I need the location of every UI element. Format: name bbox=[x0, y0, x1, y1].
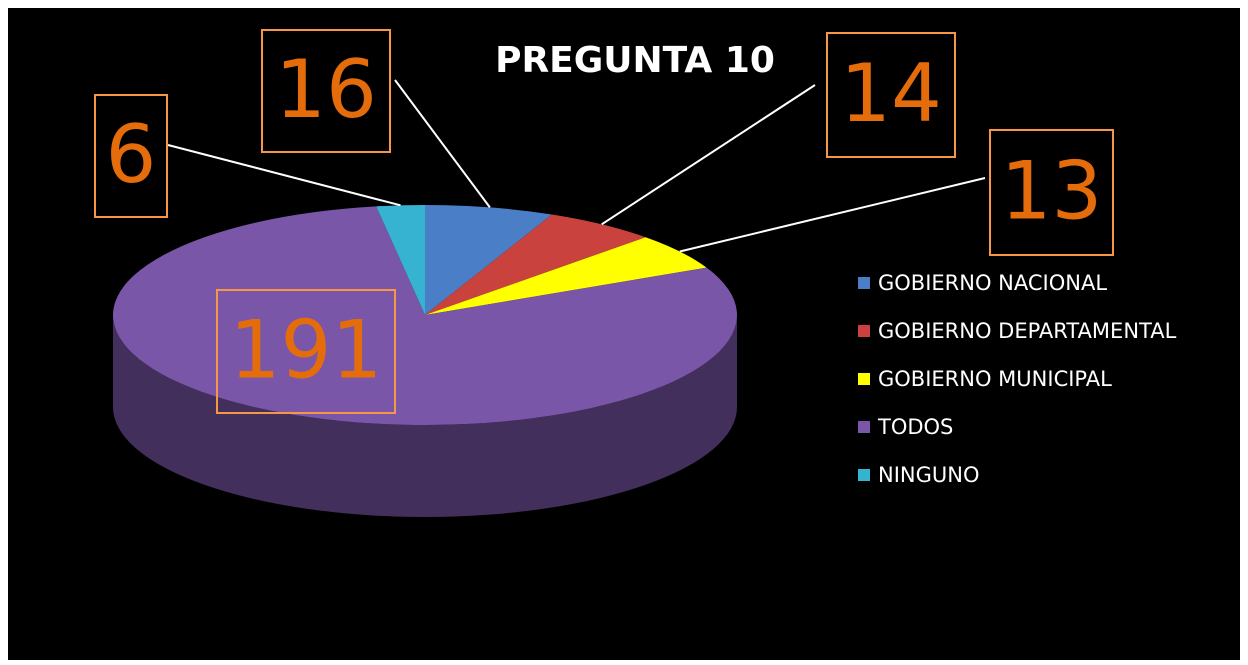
leader-line bbox=[394, 79, 491, 209]
leader-line bbox=[601, 84, 816, 226]
legend-marker bbox=[858, 469, 870, 481]
pie-slice bbox=[425, 214, 646, 315]
legend-marker bbox=[858, 421, 870, 433]
data-label-box bbox=[94, 94, 168, 218]
data-label: 191 bbox=[230, 303, 383, 396]
legend-label: GOBIERNO MUNICIPAL bbox=[878, 367, 1112, 391]
pie-slice-side bbox=[113, 315, 737, 517]
data-label: 6 bbox=[106, 108, 157, 201]
pie-slice bbox=[113, 206, 737, 425]
pie-slice bbox=[425, 237, 707, 315]
legend-label: NINGUNO bbox=[878, 463, 980, 487]
legend-marker bbox=[858, 277, 870, 289]
legend-label: GOBIERNO NACIONAL bbox=[878, 271, 1107, 295]
leader-line bbox=[679, 177, 986, 253]
pie-slice bbox=[425, 205, 552, 315]
legend-label: TODOS bbox=[877, 415, 953, 439]
legend-label: GOBIERNO DEPARTAMENTAL bbox=[878, 319, 1177, 343]
data-label-box bbox=[826, 32, 956, 158]
leader-line bbox=[167, 144, 401, 207]
pie-slice bbox=[376, 205, 425, 315]
data-label-box bbox=[261, 29, 391, 153]
chart-title: PREGUNTA 10 bbox=[495, 40, 775, 81]
data-label: 13 bbox=[1001, 144, 1103, 237]
data-label: 16 bbox=[275, 43, 377, 136]
legend-marker bbox=[858, 325, 870, 337]
data-label: 14 bbox=[840, 47, 942, 140]
legend-marker bbox=[858, 373, 870, 385]
data-label-box bbox=[216, 289, 396, 414]
data-label-box bbox=[989, 129, 1114, 256]
